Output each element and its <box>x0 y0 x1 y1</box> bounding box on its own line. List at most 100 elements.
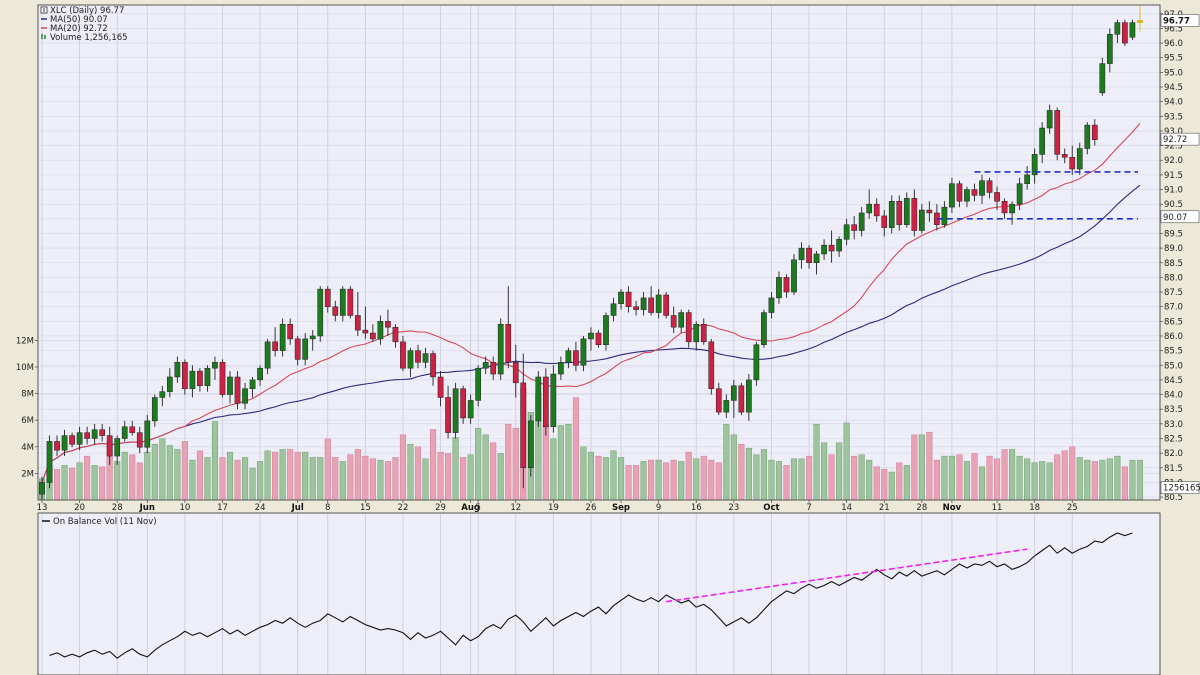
volume-bar <box>159 438 166 501</box>
candle-body <box>866 203 873 214</box>
candle-body <box>926 209 933 214</box>
candle-body <box>249 379 256 389</box>
vol-tick-label: 4M <box>21 443 34 453</box>
x-tick-label: 28 <box>112 503 123 513</box>
candle-body <box>753 344 760 381</box>
y-tick-label: 84.5 <box>1164 376 1183 386</box>
volume-bar <box>1069 446 1076 501</box>
candle-body <box>332 306 339 316</box>
candle-body <box>1024 174 1030 184</box>
x-tick-label: 11 <box>992 503 1003 513</box>
volume-bar <box>422 458 429 501</box>
x-tick-label: Jul <box>291 503 304 513</box>
volume-bar <box>1076 457 1083 501</box>
volume-bar <box>121 451 128 501</box>
y-tick-label: 92.5 <box>1164 142 1183 152</box>
candle-body <box>84 432 90 439</box>
candle-body <box>106 435 113 457</box>
price-tag-label: 96.77 <box>1163 17 1190 27</box>
candle-body <box>1076 148 1083 170</box>
volume-bar <box>204 457 211 501</box>
volume-bar <box>1129 459 1136 501</box>
volume-bar <box>557 425 564 501</box>
y-tick-label: 86.0 <box>1164 332 1183 342</box>
candle-body <box>580 338 587 366</box>
volume-bar <box>377 459 384 501</box>
candle-body <box>129 426 136 433</box>
candle-body <box>437 376 444 398</box>
volume-bar <box>384 461 391 501</box>
volume-bar <box>151 443 158 501</box>
candle-body <box>1122 22 1128 44</box>
candle-body <box>558 362 564 375</box>
volume-bar <box>550 438 557 501</box>
ma50-line <box>41 184 1141 483</box>
candle-body <box>708 341 715 389</box>
volume-bar <box>76 462 83 501</box>
volume-bar <box>429 429 437 501</box>
y-tick-label: 96.0 <box>1164 39 1183 49</box>
y-tick-label: 95.5 <box>1164 54 1183 64</box>
candle-body <box>873 203 880 217</box>
volume-bar <box>933 459 940 501</box>
volume-bar <box>332 457 339 501</box>
candle-body <box>354 315 361 331</box>
y-tick-label: 85.0 <box>1164 361 1183 371</box>
x-tick-label: Nov <box>943 503 962 513</box>
candle-body <box>949 183 955 208</box>
candle-body <box>573 350 579 366</box>
candle-body <box>482 362 489 369</box>
price-tag-box <box>1160 481 1200 494</box>
volume-bar <box>114 461 121 501</box>
candle-body <box>144 420 151 448</box>
candle-body <box>542 376 549 428</box>
volume-bar <box>219 457 226 501</box>
x-tick-label: 17 <box>217 503 228 513</box>
candle-body <box>896 200 903 225</box>
candle-body <box>956 183 963 202</box>
candle-body <box>166 376 173 392</box>
volume-bar <box>257 461 264 501</box>
volume-bar <box>264 450 271 501</box>
candle-body <box>512 362 519 384</box>
volume-bar <box>881 469 888 501</box>
volume-bar <box>963 461 971 501</box>
candle-body <box>836 239 842 252</box>
volume-bar <box>572 397 579 501</box>
volume-bar <box>813 423 820 501</box>
candle-body <box>648 297 654 313</box>
y-tick-label: 89.5 <box>1164 229 1183 239</box>
candle-body <box>1091 124 1098 140</box>
y-tick-label: 80.5 <box>1164 493 1183 503</box>
candle-body <box>347 288 354 316</box>
candle-body <box>723 400 730 413</box>
candle-body <box>204 367 211 387</box>
x-tick-label: 10 <box>179 503 190 513</box>
candle-body <box>189 370 196 389</box>
y-tick-label: 87.5 <box>1164 288 1183 298</box>
candle-body <box>309 335 316 340</box>
candle-body <box>527 420 534 469</box>
volume-bar <box>648 459 655 501</box>
volume-bar <box>851 455 858 501</box>
candle-body <box>121 426 128 439</box>
volume-bar <box>888 471 895 501</box>
volume-bar <box>347 454 354 501</box>
volume-bar <box>768 459 775 501</box>
x-tick-label: 29 <box>435 503 446 513</box>
volume-bar <box>91 465 98 501</box>
volume-bar <box>234 459 241 501</box>
candle-body <box>497 324 504 375</box>
candle-body <box>678 312 685 328</box>
candle-body <box>452 388 459 433</box>
candle-body <box>941 206 948 225</box>
volume-bar <box>595 455 602 501</box>
candle-body <box>46 441 53 483</box>
volume-bar <box>181 441 188 501</box>
candle-body <box>385 321 391 328</box>
x-tick-label: 18 <box>1029 503 1040 513</box>
volume-bar <box>610 450 617 501</box>
volume-bar <box>166 445 173 501</box>
volume-bar <box>211 421 219 501</box>
volume-bar <box>790 458 798 501</box>
